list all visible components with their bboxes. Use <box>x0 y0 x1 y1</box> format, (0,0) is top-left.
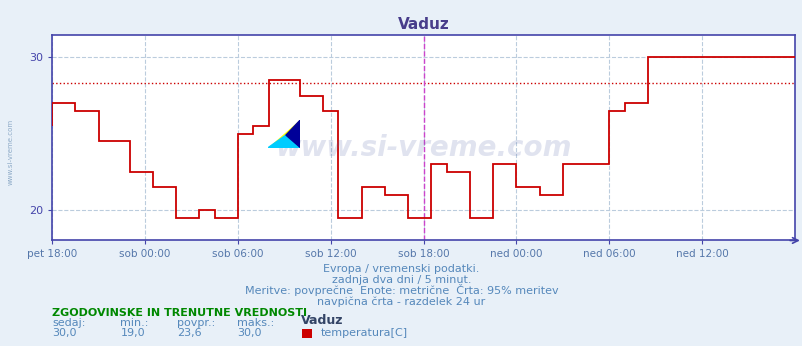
Title: Vaduz: Vaduz <box>397 17 449 32</box>
Text: 30,0: 30,0 <box>237 328 261 338</box>
Polygon shape <box>268 120 300 147</box>
Text: navpična črta - razdelek 24 ur: navpična črta - razdelek 24 ur <box>317 296 485 307</box>
Text: Vaduz: Vaduz <box>301 314 343 327</box>
Text: www.si-vreme.com: www.si-vreme.com <box>275 134 571 162</box>
Text: 19,0: 19,0 <box>120 328 145 338</box>
Text: ZGODOVINSKE IN TRENUTNE VREDNOSTI: ZGODOVINSKE IN TRENUTNE VREDNOSTI <box>52 308 307 318</box>
Text: www.si-vreme.com: www.si-vreme.com <box>7 119 14 185</box>
Text: 30,0: 30,0 <box>52 328 77 338</box>
Text: zadnja dva dni / 5 minut.: zadnja dva dni / 5 minut. <box>331 275 471 285</box>
Text: Evropa / vremenski podatki.: Evropa / vremenski podatki. <box>323 264 479 274</box>
Polygon shape <box>286 120 300 147</box>
Text: 23,6: 23,6 <box>176 328 201 338</box>
Polygon shape <box>268 135 300 147</box>
Text: maks.:: maks.: <box>237 318 273 328</box>
Text: min.:: min.: <box>120 318 148 328</box>
Text: sedaj:: sedaj: <box>52 318 86 328</box>
Text: povpr.:: povpr.: <box>176 318 215 328</box>
Text: Meritve: povprečne  Enote: metrične  Črta: 95% meritev: Meritve: povprečne Enote: metrične Črta:… <box>245 284 557 296</box>
Text: temperatura[C]: temperatura[C] <box>321 328 407 338</box>
